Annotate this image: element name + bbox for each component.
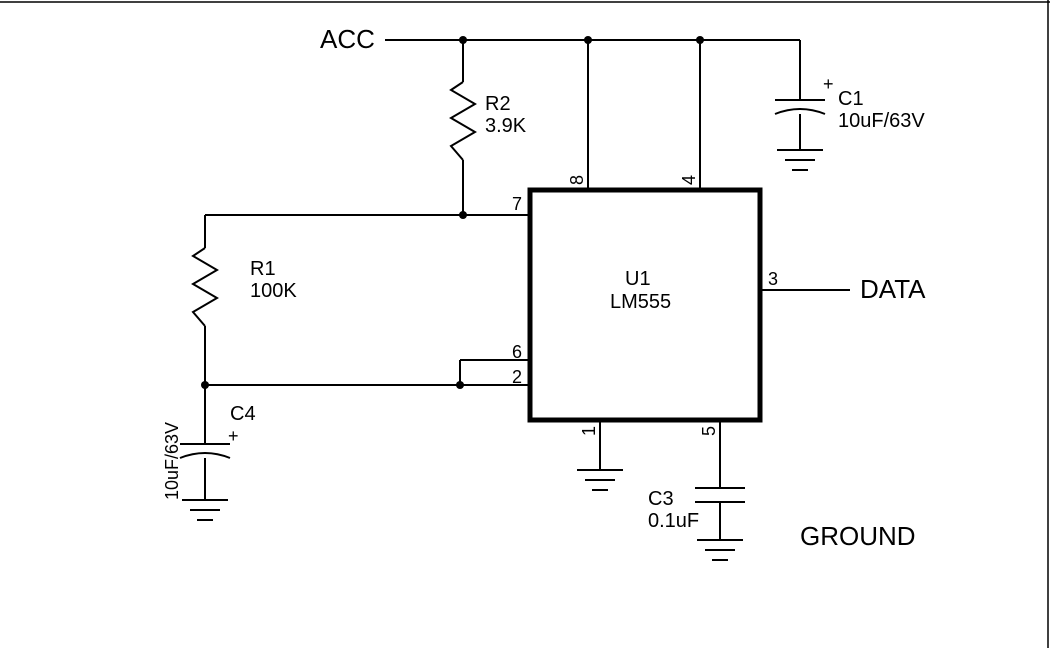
label-c4-val: 10uF/63V bbox=[162, 422, 182, 500]
capacitor-c3 bbox=[695, 488, 745, 502]
label-pin2: 2 bbox=[512, 367, 522, 387]
capacitor-c4: + bbox=[180, 426, 239, 458]
ground-c1 bbox=[777, 150, 823, 170]
resistor-r2 bbox=[451, 40, 475, 215]
label-c1-val: 10uF/63V bbox=[838, 110, 925, 132]
label-c4-ref: C4 bbox=[230, 403, 256, 425]
capacitor-c1: + bbox=[775, 74, 834, 114]
label-chip-ref: U1 bbox=[625, 268, 651, 290]
label-r2-ref: R2 bbox=[485, 93, 511, 115]
label-ground: GROUND bbox=[800, 521, 916, 551]
svg-text:+: + bbox=[228, 426, 239, 446]
ground-pin1 bbox=[577, 470, 623, 490]
label-c3-val: 0.1uF bbox=[648, 510, 699, 532]
label-pin7: 7 bbox=[512, 194, 522, 214]
label-pin6: 6 bbox=[512, 342, 522, 362]
label-chip-part: LM555 bbox=[610, 291, 671, 313]
ground-c3 bbox=[697, 540, 743, 560]
label-c3-ref: C3 bbox=[648, 488, 674, 510]
label-acc: ACC bbox=[320, 24, 375, 54]
resistor-r1 bbox=[193, 215, 217, 385]
label-r1-ref: R1 bbox=[250, 258, 276, 280]
label-pin5: 5 bbox=[699, 426, 719, 436]
label-pin4: 4 bbox=[679, 175, 699, 185]
label-r1-val: 100K bbox=[250, 280, 297, 302]
ground-c4 bbox=[182, 500, 228, 520]
label-pin8: 8 bbox=[567, 175, 587, 185]
svg-text:+: + bbox=[823, 74, 834, 94]
node-p2p6 bbox=[456, 381, 464, 389]
label-c1-ref: C1 bbox=[838, 88, 864, 110]
label-data: DATA bbox=[860, 274, 926, 304]
label-r2-val: 3.9K bbox=[485, 115, 527, 137]
label-pin1: 1 bbox=[579, 426, 599, 436]
node-p7-r2 bbox=[459, 211, 467, 219]
label-pin3: 3 bbox=[768, 269, 778, 289]
